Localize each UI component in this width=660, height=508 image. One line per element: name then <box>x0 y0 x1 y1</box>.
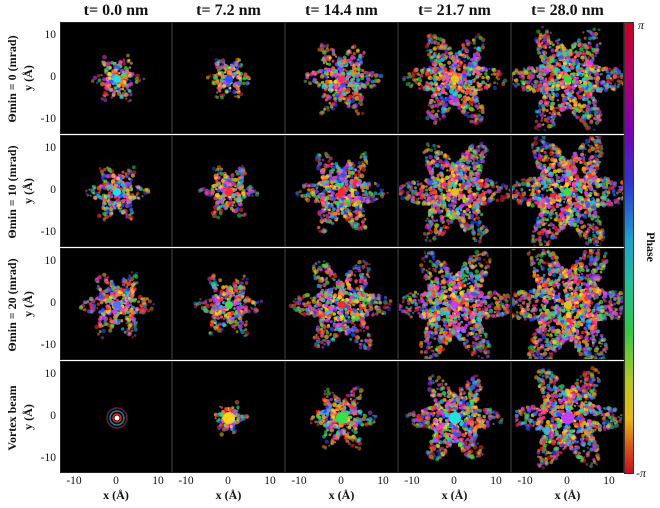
x-tick-c4-0: -10 <box>517 475 533 487</box>
y-axis-label-0: y (Å) <box>21 65 35 91</box>
panel-r1-c2 <box>285 135 398 247</box>
x-tick-c2-1: 0 <box>338 475 344 487</box>
panel-r1-c1 <box>172 135 285 247</box>
panel-r3-c4 <box>511 361 624 473</box>
row-label-2: Θmin = 20 (mrad) <box>5 258 19 352</box>
x-tick-c3-0: -10 <box>404 475 420 487</box>
panel-r2-c1 <box>172 248 285 360</box>
panel-r1-c3 <box>398 135 511 247</box>
x-tick-c3-2: 10 <box>490 475 502 487</box>
x-tick-c1-2: 10 <box>264 475 276 487</box>
row-label-0: Θmin = 0 (mrad) <box>5 35 19 123</box>
panel-r0-c3 <box>398 22 511 134</box>
panel-r1-c0 <box>60 135 172 247</box>
row-label-3: Vortex beam <box>5 385 19 451</box>
x-tick-c0-1: 0 <box>113 475 119 487</box>
y-tick-r3-2: -10 <box>40 452 56 464</box>
colorbar-bottom-label: -π <box>636 466 647 480</box>
panel-r3-c1 <box>172 361 285 473</box>
y-tick-r2-2: -10 <box>40 339 56 351</box>
panel-r2-c4 <box>511 248 624 360</box>
panel-r0-c2 <box>285 22 398 134</box>
panel-r3-c3 <box>398 361 511 473</box>
panel-r3-c0 <box>60 361 172 473</box>
column-title-1: t= 7.2 nm <box>196 2 261 19</box>
panel-r0-c1 <box>172 22 285 134</box>
row-label-1: Θmin = 10 (mrad) <box>5 145 19 239</box>
y-tick-r0-1: 0 <box>50 71 56 83</box>
x-axis-label-0: x (Å) <box>103 488 129 502</box>
column-title-3: t= 21.7 nm <box>418 2 491 19</box>
column-title-0: t= 0.0 nm <box>83 2 149 19</box>
x-axis-label-1: x (Å) <box>215 488 242 502</box>
x-tick-c3-1: 0 <box>451 475 457 487</box>
panel-r1-c4 <box>511 135 624 247</box>
panel-r2-c2 <box>285 248 398 360</box>
x-tick-c2-0: -10 <box>291 475 307 487</box>
phase-colorbar <box>624 22 634 474</box>
panel-r2-c3 <box>398 248 511 360</box>
x-tick-c4-2: 10 <box>603 475 615 487</box>
y-axis-label-2: y (Å) <box>21 291 35 317</box>
y-tick-r1-1: 0 <box>50 184 56 196</box>
y-tick-r0-2: -10 <box>40 113 56 125</box>
x-axis-label-2: x (Å) <box>328 488 355 502</box>
x-tick-c1-0: -10 <box>178 475 194 487</box>
column-title-4: t= 28.0 nm <box>531 2 604 19</box>
x-axis-label-3: x (Å) <box>441 488 468 502</box>
x-tick-c1-1: 0 <box>225 475 231 487</box>
panel-r3-c2 <box>285 361 398 473</box>
y-tick-r3-0: 10 <box>44 368 57 380</box>
x-tick-c0-2: 10 <box>152 475 164 487</box>
y-tick-r2-0: 10 <box>44 255 57 267</box>
y-tick-r1-0: 10 <box>44 142 57 154</box>
panel-r2-c0 <box>60 248 172 360</box>
y-axis-label-3: y (Å) <box>21 404 35 430</box>
y-tick-r3-1: 0 <box>50 410 56 422</box>
colorbar-title: Phase <box>644 232 658 262</box>
y-tick-r1-2: -10 <box>40 226 56 238</box>
y-tick-r0-0: 10 <box>44 29 57 41</box>
x-axis-label-4: x (Å) <box>554 488 581 502</box>
colorbar-top-label: π <box>638 18 645 32</box>
panel-r0-c4 <box>511 22 624 134</box>
x-tick-c0-0: -10 <box>66 475 82 487</box>
x-tick-c2-2: 10 <box>377 475 389 487</box>
x-tick-c4-1: 0 <box>564 475 570 487</box>
y-tick-r2-1: 0 <box>50 297 56 309</box>
panel-r0-c0 <box>60 22 172 134</box>
column-title-2: t= 14.4 nm <box>305 2 378 19</box>
y-axis-label-1: y (Å) <box>21 178 35 204</box>
